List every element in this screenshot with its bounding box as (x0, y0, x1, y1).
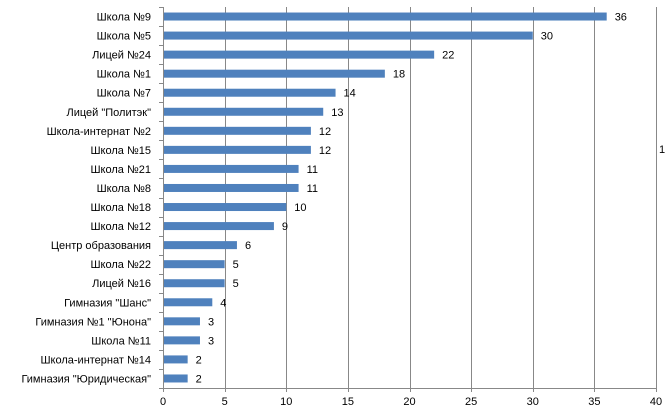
bar (164, 203, 287, 212)
category-label: Школа-интернат №2 (47, 126, 151, 138)
data-label: 12 (319, 145, 331, 157)
data-label: 2 (196, 373, 202, 385)
category-label: Школа №22 (90, 259, 151, 271)
data-label: 5 (233, 278, 239, 290)
category-label: Школа №18 (90, 202, 151, 214)
x-tick-label: 0 (160, 396, 166, 408)
category-label: Центр образования (51, 240, 151, 252)
data-label: 11 (307, 164, 318, 176)
x-tick-label: 25 (465, 396, 477, 408)
x-tick-label: 15 (342, 396, 354, 408)
x-tick-label: 30 (527, 396, 539, 408)
clipped-edge-text: 1 (659, 144, 665, 156)
data-label: 5 (233, 259, 239, 271)
category-label: Школа №21 (90, 164, 151, 176)
x-tick-label: 10 (280, 396, 292, 408)
data-label: 4 (220, 297, 226, 309)
bar (164, 317, 200, 326)
data-label: 3 (208, 335, 214, 347)
data-label: 9 (282, 221, 288, 233)
data-label: 11 (307, 183, 318, 195)
category-label: Школа №7 (97, 88, 151, 100)
data-label: 6 (245, 240, 251, 252)
bar (164, 12, 607, 21)
bar (164, 298, 213, 307)
bar (164, 164, 299, 173)
bar (164, 260, 225, 269)
category-label: Школа №12 (90, 221, 151, 233)
x-tick-label: 5 (222, 396, 228, 408)
category-label: Лицей №16 (92, 278, 151, 290)
x-tick-labels: 0 5 10 15 20 25 30 35 40 (160, 396, 662, 408)
data-label: 12 (319, 126, 331, 138)
bar (164, 183, 299, 192)
data-label: 10 (294, 202, 306, 214)
category-label: Школа №15 (90, 145, 151, 157)
bar (164, 374, 188, 383)
data-label: 22 (442, 50, 454, 62)
data-label: 18 (393, 69, 405, 81)
x-tick-label: 20 (403, 396, 415, 408)
data-label: 2 (196, 354, 202, 366)
axes (159, 7, 657, 392)
data-label: 30 (541, 31, 553, 43)
bar (164, 69, 385, 78)
bar (164, 336, 200, 345)
data-label: 36 (615, 12, 627, 24)
category-label: Школа-интернат №14 (40, 354, 151, 366)
bar (164, 241, 237, 250)
category-label: Гимназия №1 "Юнона" (35, 316, 151, 328)
bars (164, 12, 607, 383)
data-label: 13 (331, 107, 343, 119)
bar (164, 279, 225, 288)
category-label: Школа №8 (97, 183, 151, 195)
category-label: Гимназия "Юридическая" (21, 373, 151, 385)
bar (164, 107, 324, 116)
category-label: Школа №9 (97, 12, 151, 24)
category-labels: Школа №9 Школа №5 Лицей №24 Школа №1 Школа №… (21, 12, 151, 386)
x-tick-label: 40 (650, 396, 662, 408)
category-label: Гимназия "Шанс" (64, 297, 151, 309)
grid-lines (225, 7, 657, 388)
bar (164, 31, 533, 40)
bar (164, 50, 435, 59)
category-label: Школа №11 (91, 335, 151, 347)
category-label: Школа №1 (97, 69, 151, 81)
x-tick-label: 35 (588, 396, 600, 408)
data-label: 3 (208, 316, 214, 328)
category-label: Лицей "Политэк" (67, 107, 152, 119)
bar (164, 145, 311, 154)
category-label: Школа №5 (97, 31, 151, 43)
bar (164, 126, 311, 135)
category-label: Лицей №24 (92, 50, 151, 62)
bar (164, 88, 336, 97)
data-label: 14 (344, 88, 356, 100)
bar (164, 222, 274, 231)
bar (164, 355, 188, 364)
